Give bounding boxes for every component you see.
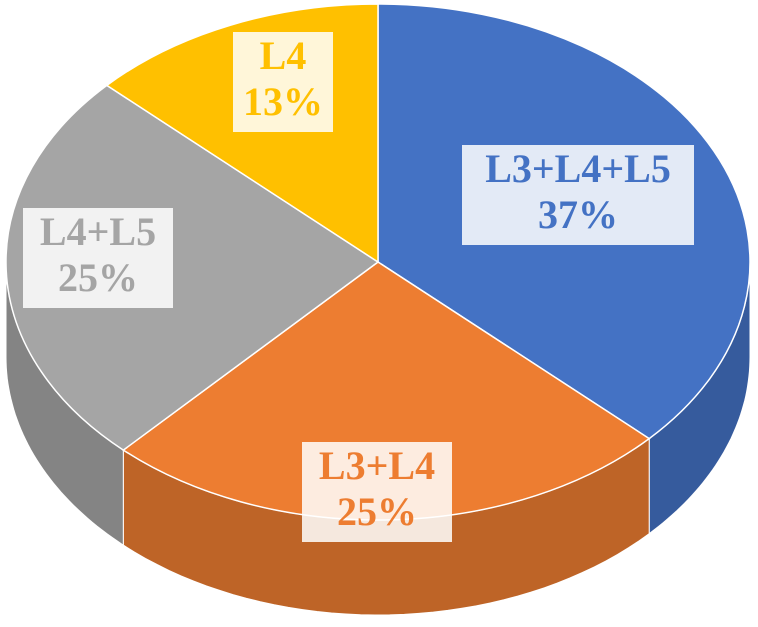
data-label-value: 25% <box>337 489 417 534</box>
data-label-value: 25% <box>58 255 138 300</box>
data-label-name: L3+L4 <box>319 443 435 488</box>
data-label-box <box>23 208 173 308</box>
data-label-value: 13% <box>243 79 323 124</box>
pie-slice <box>5 84 380 451</box>
data-label-box <box>462 145 694 245</box>
data-label-name: L4 <box>260 33 307 78</box>
data-label-box <box>233 32 333 132</box>
data-label-box <box>302 442 452 542</box>
data-label-name: L4+L5 <box>40 209 156 254</box>
data-label-value: 37% <box>538 192 618 237</box>
data-label-name: L3+L4+L5 <box>485 146 671 191</box>
